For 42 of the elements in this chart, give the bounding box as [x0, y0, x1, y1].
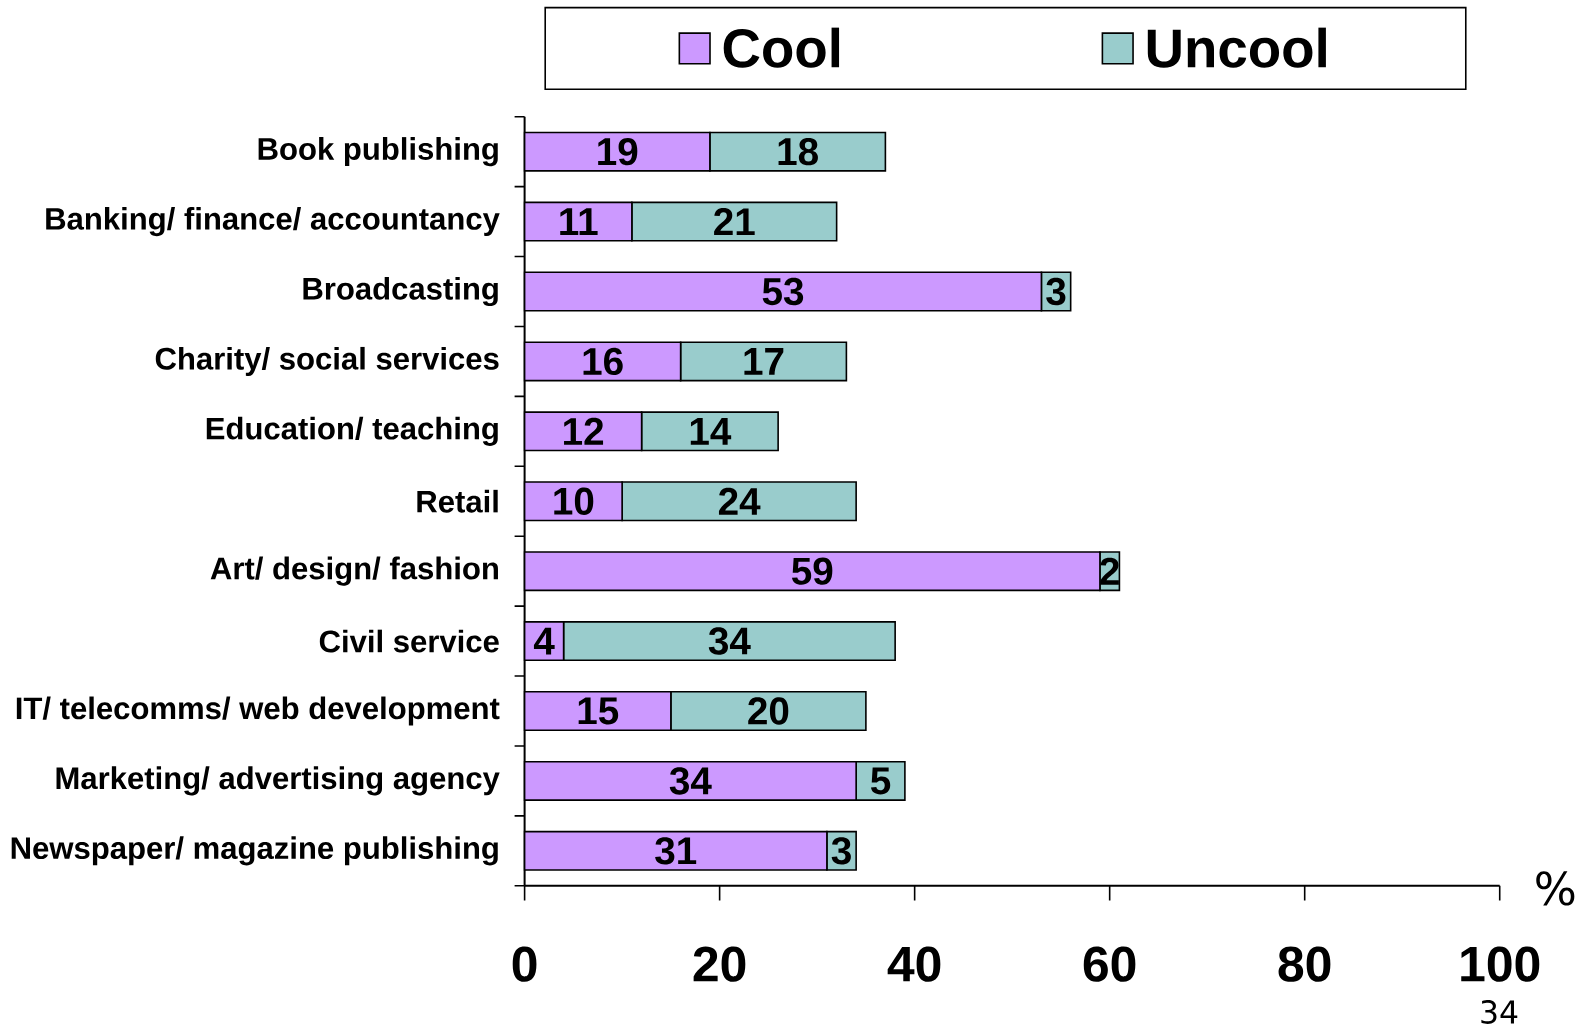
data-label: 11 [560, 208, 598, 235]
data-label: 4 [533, 627, 555, 655]
x-tick-label: 40 [887, 946, 941, 982]
data-label: 31 [655, 837, 697, 865]
y-tick-label: Banking/ finance/ accountancy [46, 207, 500, 237]
data-label: 53 [762, 277, 804, 306]
y-tick-label: Charity/ social services [155, 346, 499, 376]
data-label: 10 [554, 487, 594, 515]
data-label: 24 [718, 487, 761, 515]
x-tick-label: 100 [1461, 946, 1540, 982]
y-tick-label: Retail [417, 489, 498, 513]
x-axis-title: % [1536, 871, 1575, 906]
y-tick-label: Broadcasting [303, 276, 498, 307]
y-tick-label: Book publishing [258, 137, 498, 167]
data-label: 19 [598, 137, 638, 166]
y-tick-label: Civil service [319, 629, 499, 653]
legend-label: Uncool [1147, 27, 1326, 68]
data-label: 34 [669, 767, 712, 795]
x-tick-label: 60 [1083, 946, 1136, 982]
data-label: 14 [690, 418, 732, 445]
data-label: 3 [831, 837, 851, 865]
data-label: 21 [714, 208, 755, 236]
y-tick-label: Art/ design/ fashion [210, 556, 498, 586]
data-label: 59 [791, 557, 833, 585]
data-label: 34 [708, 627, 751, 655]
data-label: 16 [583, 347, 623, 376]
data-label: 18 [778, 137, 818, 166]
data-label: 3 [1046, 277, 1066, 306]
x-tick-label: 20 [693, 946, 746, 982]
data-label: 20 [748, 697, 789, 725]
data-label: 15 [578, 697, 619, 725]
data-label: 5 [870, 767, 891, 795]
y-tick-label: IT/ telecomms/ web development [16, 696, 500, 726]
x-tick-label: 80 [1278, 946, 1331, 982]
data-label: 17 [744, 348, 784, 375]
y-tick-label: Marketing/ advertising agency [56, 766, 500, 796]
x-tick-label: 0 [512, 946, 537, 982]
y-tick-label: Newspaper/ magazine publishing [11, 836, 498, 866]
data-label: 12 [564, 417, 604, 445]
text: 34 [1481, 1000, 1518, 1024]
legend-label: Cool [723, 27, 840, 68]
y-tick-label: Education/ teaching [206, 416, 498, 446]
